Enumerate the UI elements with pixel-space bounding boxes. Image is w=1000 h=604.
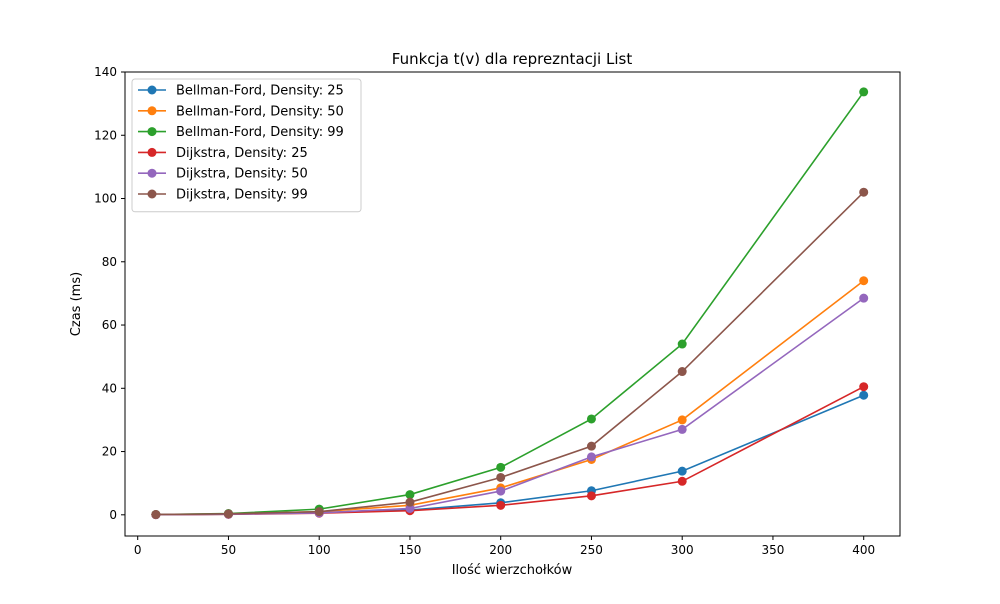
x-tick-label: 400 <box>852 543 875 557</box>
data-point <box>496 472 506 482</box>
data-point <box>677 466 687 476</box>
legend-marker <box>147 106 157 116</box>
legend-entry: Dijkstra, Density: 50 <box>138 167 308 182</box>
x-axis-label: Ilość wierzchołków <box>452 563 573 578</box>
data-point <box>151 510 161 520</box>
y-axis-label: Czas (ms) <box>69 272 84 336</box>
x-tick-label: 150 <box>399 543 422 557</box>
y-tick-label: 40 <box>102 381 117 395</box>
data-point <box>677 339 687 349</box>
x-tick-label: 200 <box>489 543 512 557</box>
data-point <box>677 415 687 425</box>
data-point <box>586 441 596 451</box>
series-6 <box>151 187 869 520</box>
x-tick-label: 300 <box>671 543 694 557</box>
legend-marker <box>147 168 157 178</box>
legend: Bellman-Ford, Density: 25 Bellman-Ford, D… <box>131 78 362 213</box>
x-tick-label: 250 <box>580 543 603 557</box>
series-line <box>155 191 865 516</box>
legend-marker <box>147 127 157 137</box>
data-point <box>859 187 869 197</box>
x-tick-label: 350 <box>761 543 784 557</box>
data-point <box>859 87 869 97</box>
data-point <box>859 382 869 392</box>
data-point <box>586 414 596 424</box>
data-point <box>677 476 687 486</box>
legend-label: Dijkstra, Density: 99 <box>176 188 308 203</box>
chart-title: Funkcja t(v) dla reprezntacji List <box>392 50 633 68</box>
y-tick-label: 140 <box>94 65 117 79</box>
data-point <box>223 509 233 519</box>
x-tick-label: 50 <box>221 543 236 557</box>
legend-marker <box>147 85 157 95</box>
x-axis: 0 50 100 150 200 250 300 350 400 <box>134 536 875 557</box>
legend-label: Dijkstra, Density: 50 <box>176 167 308 182</box>
legend-label: Bellman-Ford, Density: 50 <box>176 104 344 119</box>
data-point <box>586 452 596 462</box>
legend-marker <box>147 147 157 157</box>
plot-frame <box>124 71 901 537</box>
data-point <box>496 500 506 510</box>
legend-entry: Bellman-Ford, Density: 25 <box>138 84 344 99</box>
data-point <box>859 390 869 400</box>
data-point <box>405 503 415 513</box>
legend-entry: Dijkstra, Density: 25 <box>138 146 308 161</box>
data-point <box>859 276 869 286</box>
data-point <box>405 497 415 507</box>
data-point <box>496 462 506 472</box>
data-point <box>677 424 687 434</box>
y-tick-label: 0 <box>109 508 117 522</box>
y-tick-label: 20 <box>102 445 117 459</box>
data-point <box>586 491 596 501</box>
data-point <box>677 367 687 377</box>
legend-box <box>131 78 362 213</box>
x-tick-label: 0 <box>134 543 142 557</box>
legend-label: Dijkstra, Density: 25 <box>176 146 308 161</box>
x-tick-label: 100 <box>308 543 331 557</box>
data-point <box>314 507 324 517</box>
legend-label: Bellman-Ford, Density: 25 <box>176 84 344 99</box>
legend-label: Bellman-Ford, Density: 99 <box>176 125 344 140</box>
y-axis: 0 20 40 60 80 100 120 140 <box>94 65 125 522</box>
y-tick-label: 60 <box>102 318 117 332</box>
legend-entry: Dijkstra, Density: 99 <box>138 188 308 203</box>
legend-marker <box>147 189 157 199</box>
plot-area <box>151 87 869 520</box>
y-tick-label: 80 <box>102 255 117 269</box>
y-tick-label: 120 <box>94 128 117 142</box>
data-point <box>859 293 869 303</box>
y-tick-label: 100 <box>94 192 117 206</box>
data-point <box>405 490 415 500</box>
legend-entry: Bellman-Ford, Density: 50 <box>138 104 344 119</box>
data-point <box>496 486 506 496</box>
legend-entry: Bellman-Ford, Density: 99 <box>138 125 344 140</box>
